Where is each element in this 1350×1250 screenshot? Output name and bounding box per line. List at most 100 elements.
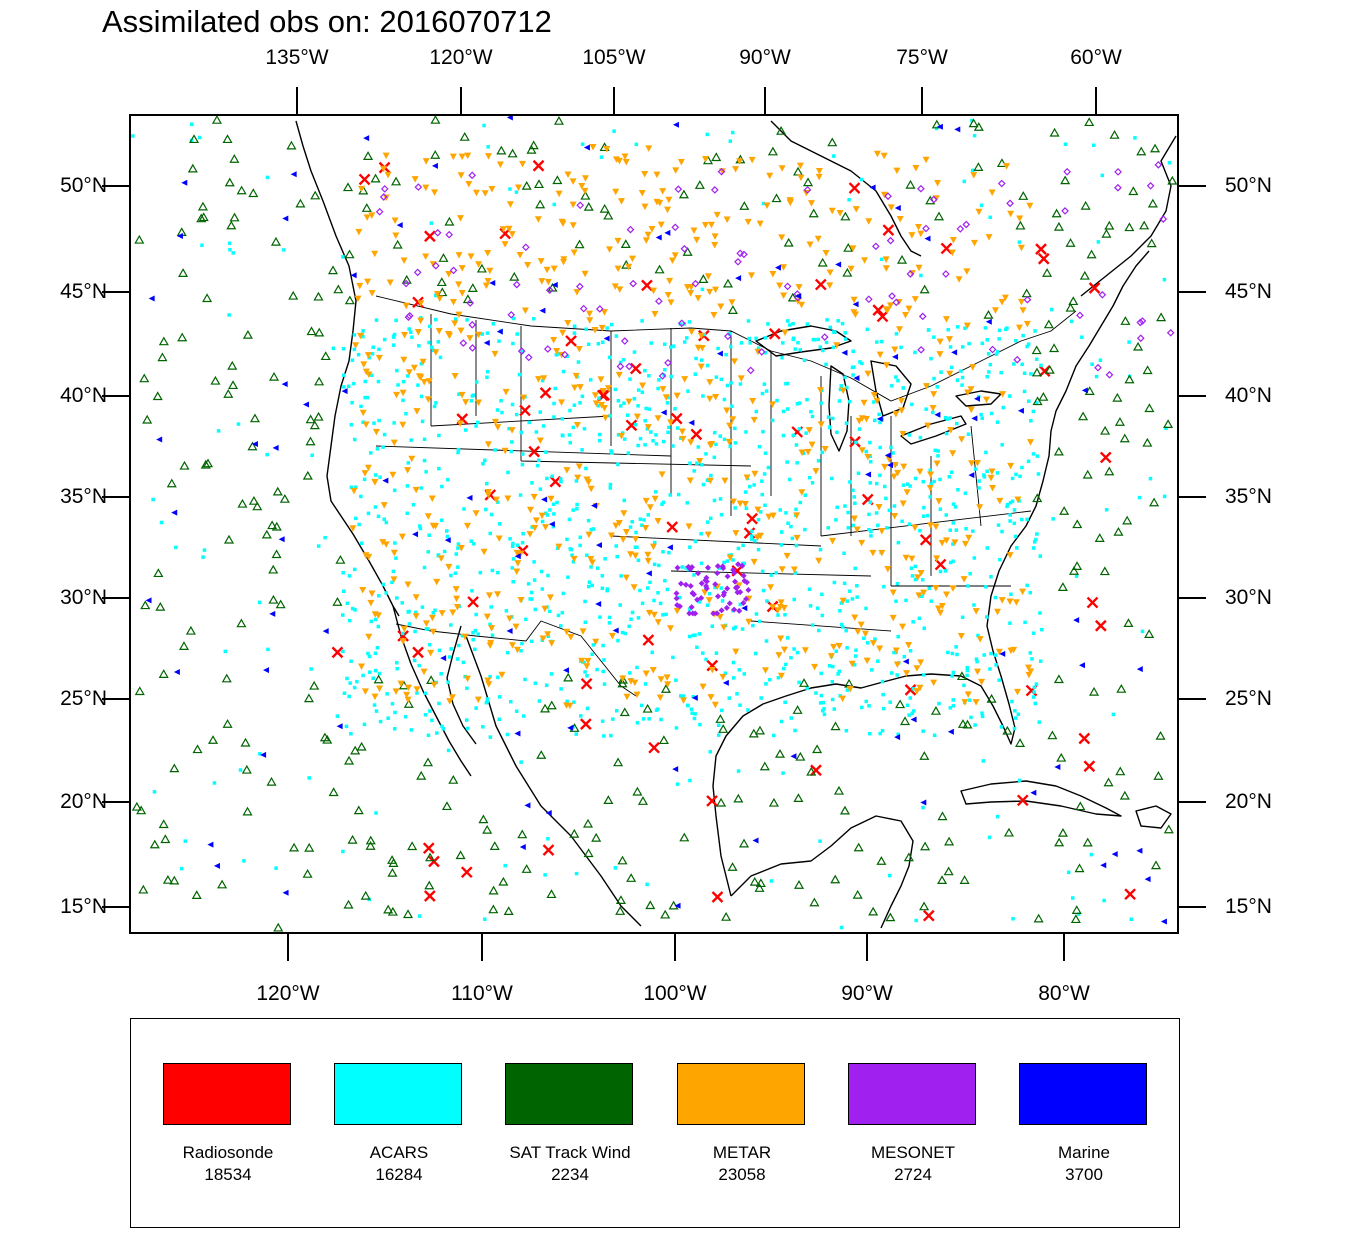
metar-marker [646, 504, 654, 511]
right-axis-tick [1179, 496, 1206, 498]
marine-marker [688, 419, 695, 426]
acars-marker [537, 699, 542, 703]
acars-marker [423, 713, 428, 717]
acars-marker [662, 342, 667, 346]
sat-track-wind-marker [727, 305, 738, 314]
acars-marker [878, 420, 882, 425]
acars-marker [440, 484, 444, 489]
metar-marker [414, 329, 422, 336]
acars-marker [406, 461, 411, 465]
acars-marker [729, 381, 733, 385]
metar-marker [728, 299, 736, 306]
bottom-axis-label: 120°W [256, 982, 320, 1005]
sat-track-wind-marker [919, 284, 930, 294]
sat-track-wind-marker [535, 199, 546, 209]
acars-marker [527, 420, 531, 425]
mesonet-marker [658, 372, 667, 380]
acars-marker [929, 482, 933, 486]
metar-marker [777, 672, 785, 680]
acars-marker [1012, 508, 1017, 512]
acars-marker [544, 511, 548, 516]
metar-marker [404, 696, 412, 704]
sat-track-wind-marker [402, 909, 414, 919]
sat-track-wind-marker [1099, 566, 1110, 576]
acars-marker [580, 142, 585, 146]
acars-marker [535, 463, 540, 468]
acars-marker [1096, 240, 1101, 244]
metar-marker [358, 663, 366, 670]
sat-track-wind-marker [202, 293, 213, 303]
acars-marker [1017, 240, 1022, 244]
metar-marker [912, 165, 920, 172]
metar-marker [826, 282, 834, 289]
acars-marker [718, 497, 723, 501]
sat-track-wind-marker [842, 267, 853, 277]
map-panel[interactable] [129, 114, 1179, 934]
acars-marker [948, 706, 953, 710]
marine-marker [281, 381, 288, 388]
map-canvas [131, 116, 1177, 932]
acars-marker [1090, 362, 1094, 366]
acars-marker [417, 663, 421, 668]
acars-marker [600, 574, 605, 578]
metar-marker [942, 537, 950, 544]
metar-marker [798, 301, 806, 309]
metar-marker [761, 667, 769, 674]
acars-marker [919, 594, 924, 598]
acars-marker [356, 352, 361, 357]
sat-track-wind-marker [711, 152, 722, 162]
acars-marker [968, 571, 972, 576]
acars-marker [795, 461, 799, 465]
acars-marker [657, 378, 661, 382]
acars-marker [1133, 136, 1137, 140]
acars-marker [418, 526, 423, 531]
acars-marker [985, 374, 989, 379]
metar-marker [555, 190, 563, 198]
acars-marker [831, 345, 836, 350]
acars-marker [794, 507, 798, 512]
obs-sat-track-wind-layer [131, 116, 1177, 932]
sat-track-wind-marker [271, 521, 282, 531]
metar-marker [780, 646, 788, 654]
acars-marker [988, 667, 992, 671]
sat-track-wind-marker [221, 673, 232, 683]
radiosonde-marker [397, 630, 409, 642]
mesonet-marker [620, 337, 629, 345]
sat-track-wind-marker [809, 897, 820, 907]
acars-marker [797, 427, 802, 431]
sat-track-wind-marker [1119, 790, 1130, 800]
acars-marker [860, 361, 864, 366]
legend-label: SAT Track Wind [509, 1143, 631, 1162]
metar-marker [413, 408, 421, 415]
metar-marker [371, 693, 379, 701]
acars-marker [554, 353, 559, 357]
metar-marker [365, 371, 373, 379]
acars-marker [238, 768, 243, 772]
acars-marker [342, 385, 346, 389]
sat-track-wind-marker [739, 201, 750, 210]
acars-marker [972, 556, 977, 560]
acars-marker [532, 317, 536, 321]
acars-marker [353, 608, 357, 612]
acars-marker [568, 440, 573, 445]
metar-marker [359, 587, 367, 594]
metar-marker [405, 369, 413, 376]
acars-marker [732, 676, 736, 680]
acars-marker [938, 507, 943, 511]
acars-marker [369, 619, 374, 624]
marine-marker [514, 553, 521, 560]
acars-marker [465, 318, 469, 322]
acars-marker [1035, 532, 1039, 536]
acars-marker [1031, 409, 1036, 414]
acars-marker [687, 634, 692, 639]
mesonet-marker [942, 270, 950, 278]
legend-count: 16284 [375, 1165, 423, 1184]
mesonet-marker [576, 201, 585, 210]
metar-marker [488, 625, 496, 632]
acars-marker [490, 568, 495, 573]
acars-marker [725, 559, 730, 563]
metar-marker [972, 699, 980, 706]
hudson-bay-coastline [770, 120, 922, 257]
metar-marker [816, 387, 824, 394]
acars-marker [1028, 590, 1032, 595]
